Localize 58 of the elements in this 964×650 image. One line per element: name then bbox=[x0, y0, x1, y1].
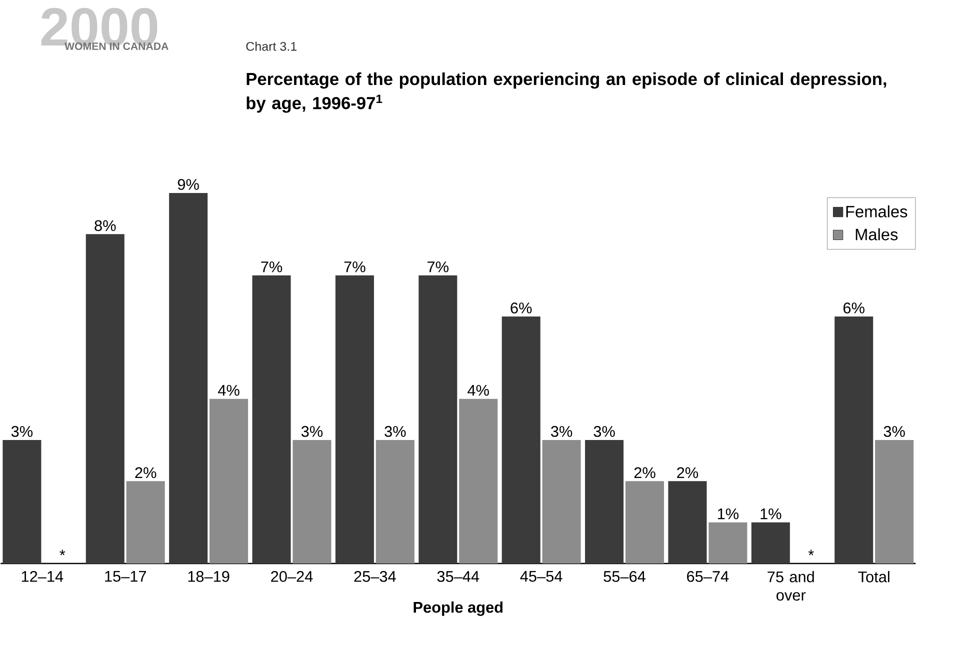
data-label: 1% bbox=[718, 508, 739, 520]
bar bbox=[418, 275, 458, 564]
data-label: 3% bbox=[551, 426, 572, 437]
data-label: 8% bbox=[94, 220, 116, 231]
data-label: 9% bbox=[178, 178, 199, 190]
x-tick-label: Total bbox=[858, 570, 890, 582]
data-label: 3% bbox=[594, 426, 615, 437]
legend-label: Males bbox=[856, 228, 898, 240]
bar bbox=[292, 440, 332, 564]
data-label: 7% bbox=[261, 261, 282, 272]
data-label: 3% bbox=[301, 426, 323, 437]
x-tick-label: 45–54 bbox=[520, 570, 562, 582]
x-tick-label: 12–14 bbox=[22, 570, 64, 582]
bar bbox=[126, 481, 165, 564]
x-tick-label: 65–74 bbox=[687, 570, 729, 582]
x-tick-label: 20–24 bbox=[271, 570, 313, 582]
data-label: 7% bbox=[428, 261, 448, 272]
bar bbox=[459, 398, 498, 564]
bar bbox=[668, 481, 707, 564]
bar bbox=[502, 316, 540, 564]
data-label: 4% bbox=[468, 384, 489, 396]
data-label: 6% bbox=[510, 302, 532, 314]
text: * bbox=[808, 550, 814, 556]
bar bbox=[169, 192, 208, 564]
data-label: 2% bbox=[677, 467, 698, 478]
data-label: 7% bbox=[344, 261, 366, 272]
caption: Chart 3.1 bbox=[246, 42, 297, 51]
bar bbox=[210, 398, 248, 564]
bar bbox=[86, 234, 124, 564]
bar bbox=[252, 275, 291, 564]
bar bbox=[2, 440, 42, 564]
bar bbox=[751, 522, 790, 564]
data-label: 3% bbox=[11, 426, 33, 437]
data-label: 6% bbox=[843, 302, 864, 314]
data-label: 2% bbox=[634, 467, 656, 478]
text: * bbox=[60, 550, 66, 556]
x-tick-label: 55–64 bbox=[604, 570, 646, 582]
bar bbox=[376, 440, 414, 564]
bar bbox=[585, 440, 624, 564]
data-label: 1% bbox=[760, 508, 782, 520]
bar bbox=[542, 440, 581, 564]
x-axis-title: People aged bbox=[414, 601, 502, 616]
x-tick-label: 35–44 bbox=[437, 570, 480, 582]
x-tick-label: 75 and over bbox=[768, 570, 814, 601]
x-tick-label: 18–19 bbox=[188, 570, 230, 582]
data-label: 2% bbox=[135, 467, 156, 478]
legend-label: Females bbox=[846, 205, 908, 218]
bar bbox=[708, 522, 748, 564]
data-label: 3% bbox=[384, 426, 406, 437]
x-tick-label: 15–17 bbox=[105, 570, 146, 582]
x-tick-label: 25–34 bbox=[354, 570, 396, 582]
bar bbox=[834, 316, 874, 564]
data-label: 4% bbox=[218, 384, 240, 396]
data-label: 3% bbox=[884, 426, 905, 437]
bar bbox=[335, 275, 374, 564]
bar bbox=[625, 481, 664, 564]
chart-title: Percentage of the population experiencing an episode of clinical depression, by age, 1996-97$^{1}$ bbox=[246, 72, 886, 113]
bar bbox=[875, 440, 914, 564]
